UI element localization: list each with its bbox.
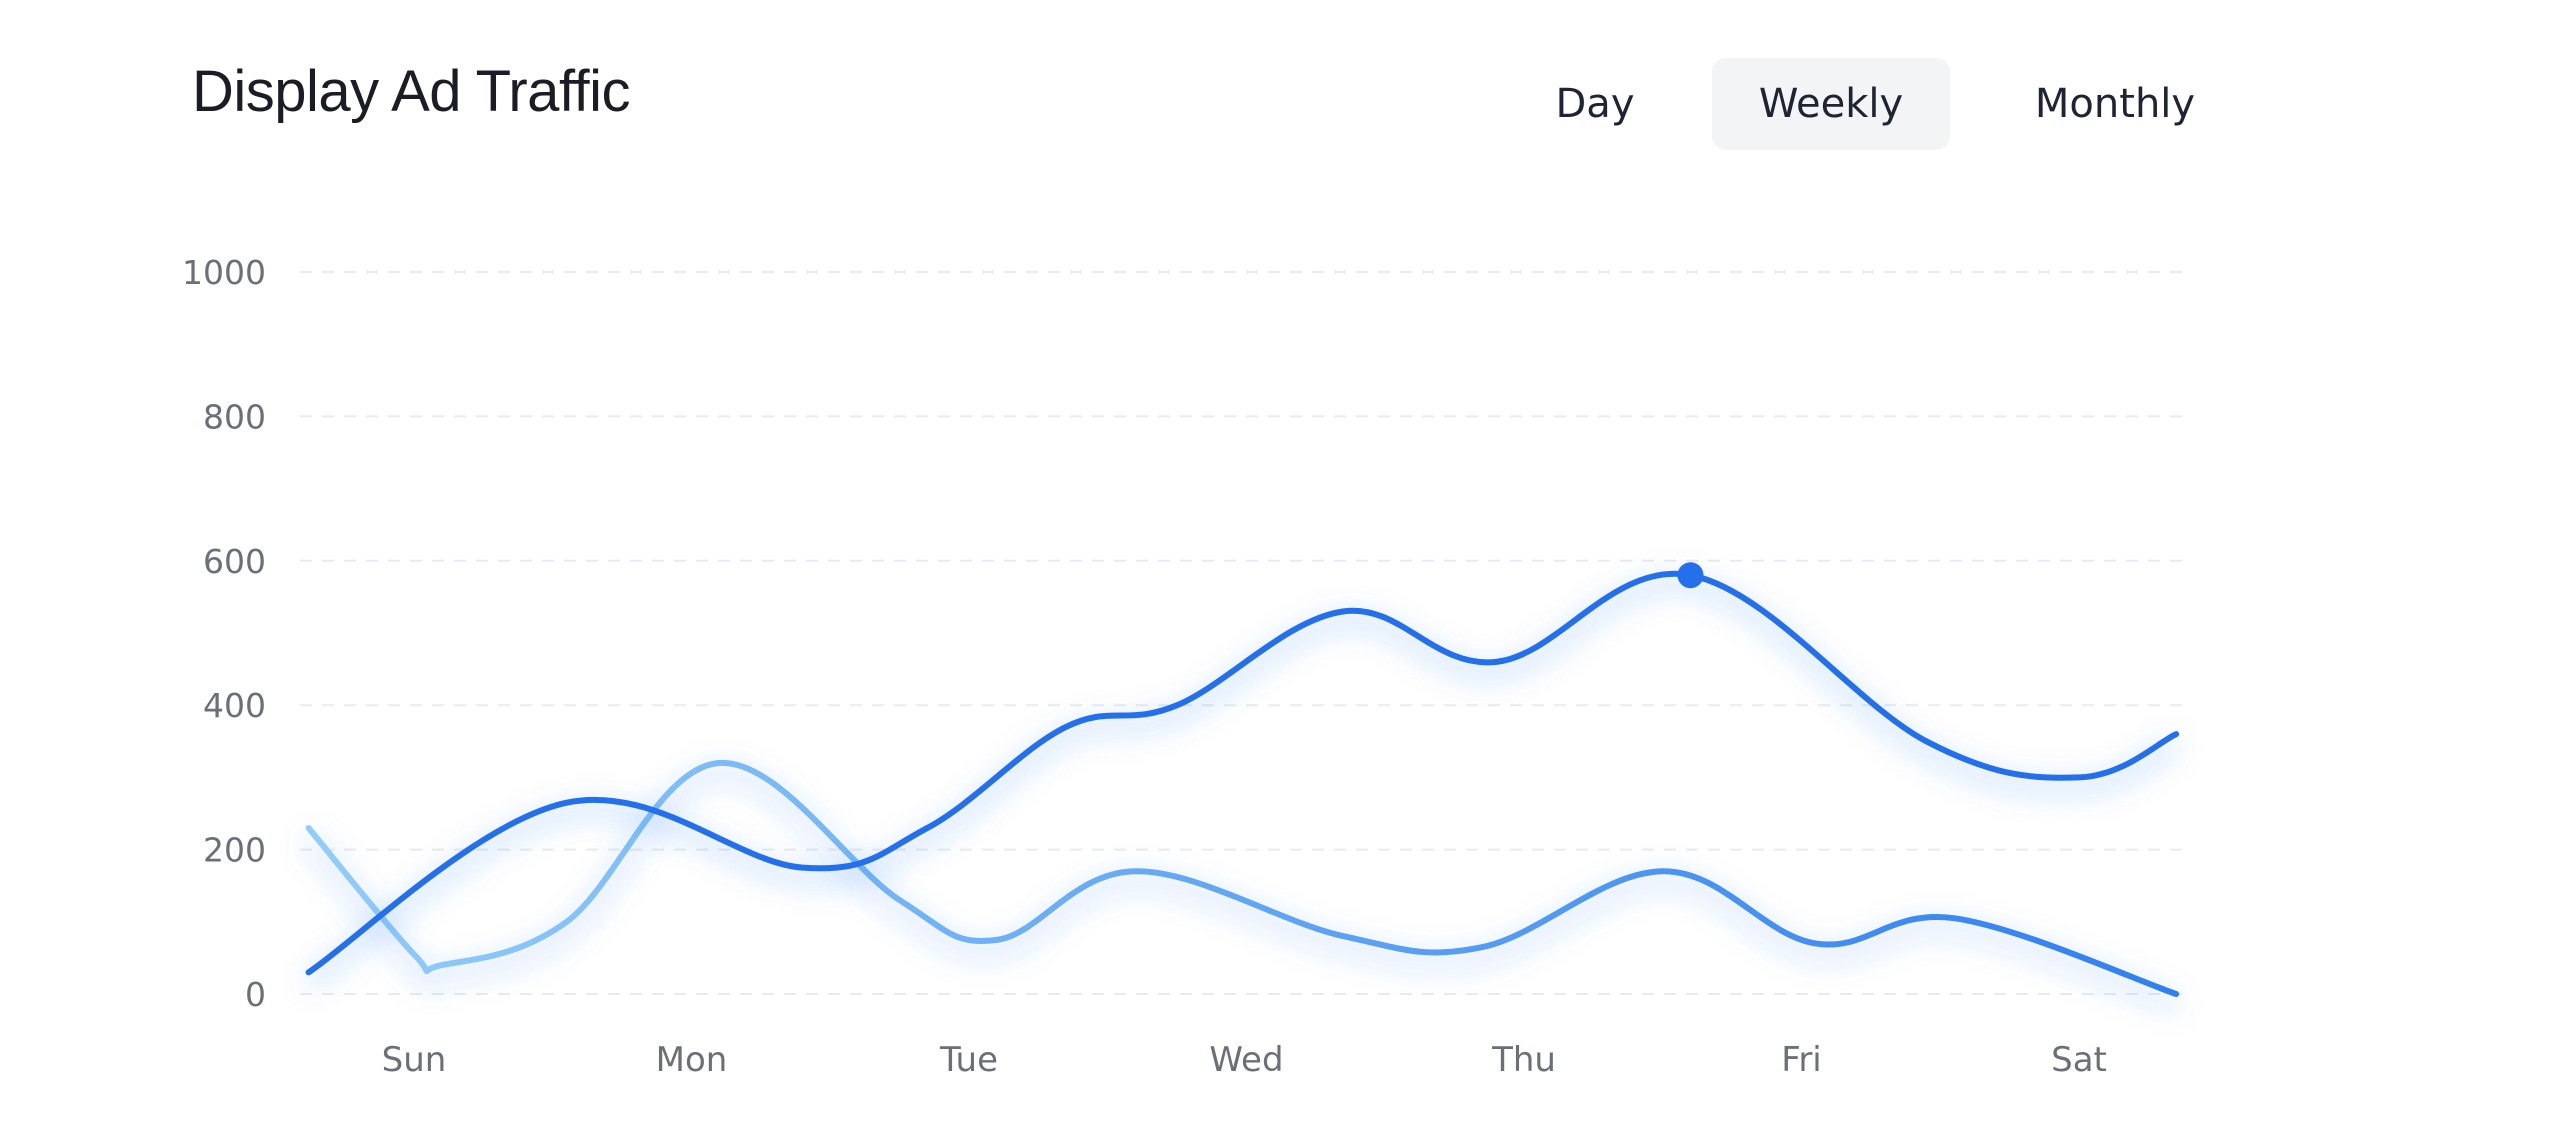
chart-title: Display Ad Traffic (192, 59, 631, 124)
tab-weekly[interactable]: Weekly (1712, 58, 1950, 150)
y-tick-label: 400 (203, 686, 266, 725)
x-tick-label: Fri (1781, 1040, 1822, 1080)
x-axis: Sun Mon Tue Wed Thu Fri Sat (382, 1040, 2107, 1080)
y-tick-label: 1000 (182, 253, 266, 292)
series-dark-glow (304, 576, 2180, 989)
x-tick-label: Sun (382, 1040, 447, 1080)
grid-lines (300, 271, 2190, 995)
x-tick-label: Thu (1491, 1040, 1556, 1080)
x-tick-label: Wed (1209, 1040, 1283, 1080)
x-tick-label: Sat (2051, 1040, 2107, 1080)
tab-monthly[interactable]: Monthly (2034, 81, 2196, 127)
tab-day[interactable]: Day (1555, 81, 1635, 127)
y-axis: 0 200 400 600 800 1000 (182, 253, 266, 1014)
y-tick-label: 600 (203, 542, 266, 581)
series-light-line[interactable] (305, 759, 2180, 997)
x-tick-label: Tue (939, 1040, 998, 1080)
y-tick-label: 200 (203, 831, 266, 870)
series-group (303, 562, 2180, 1011)
y-tick-label: 0 (245, 975, 266, 1014)
x-tick-label: Mon (656, 1040, 728, 1080)
y-tick-label: 800 (203, 397, 266, 436)
series-light-glow (303, 765, 2179, 1011)
series-dark-line[interactable] (305, 570, 2180, 976)
highlight-point-marker[interactable] (1677, 562, 1704, 589)
